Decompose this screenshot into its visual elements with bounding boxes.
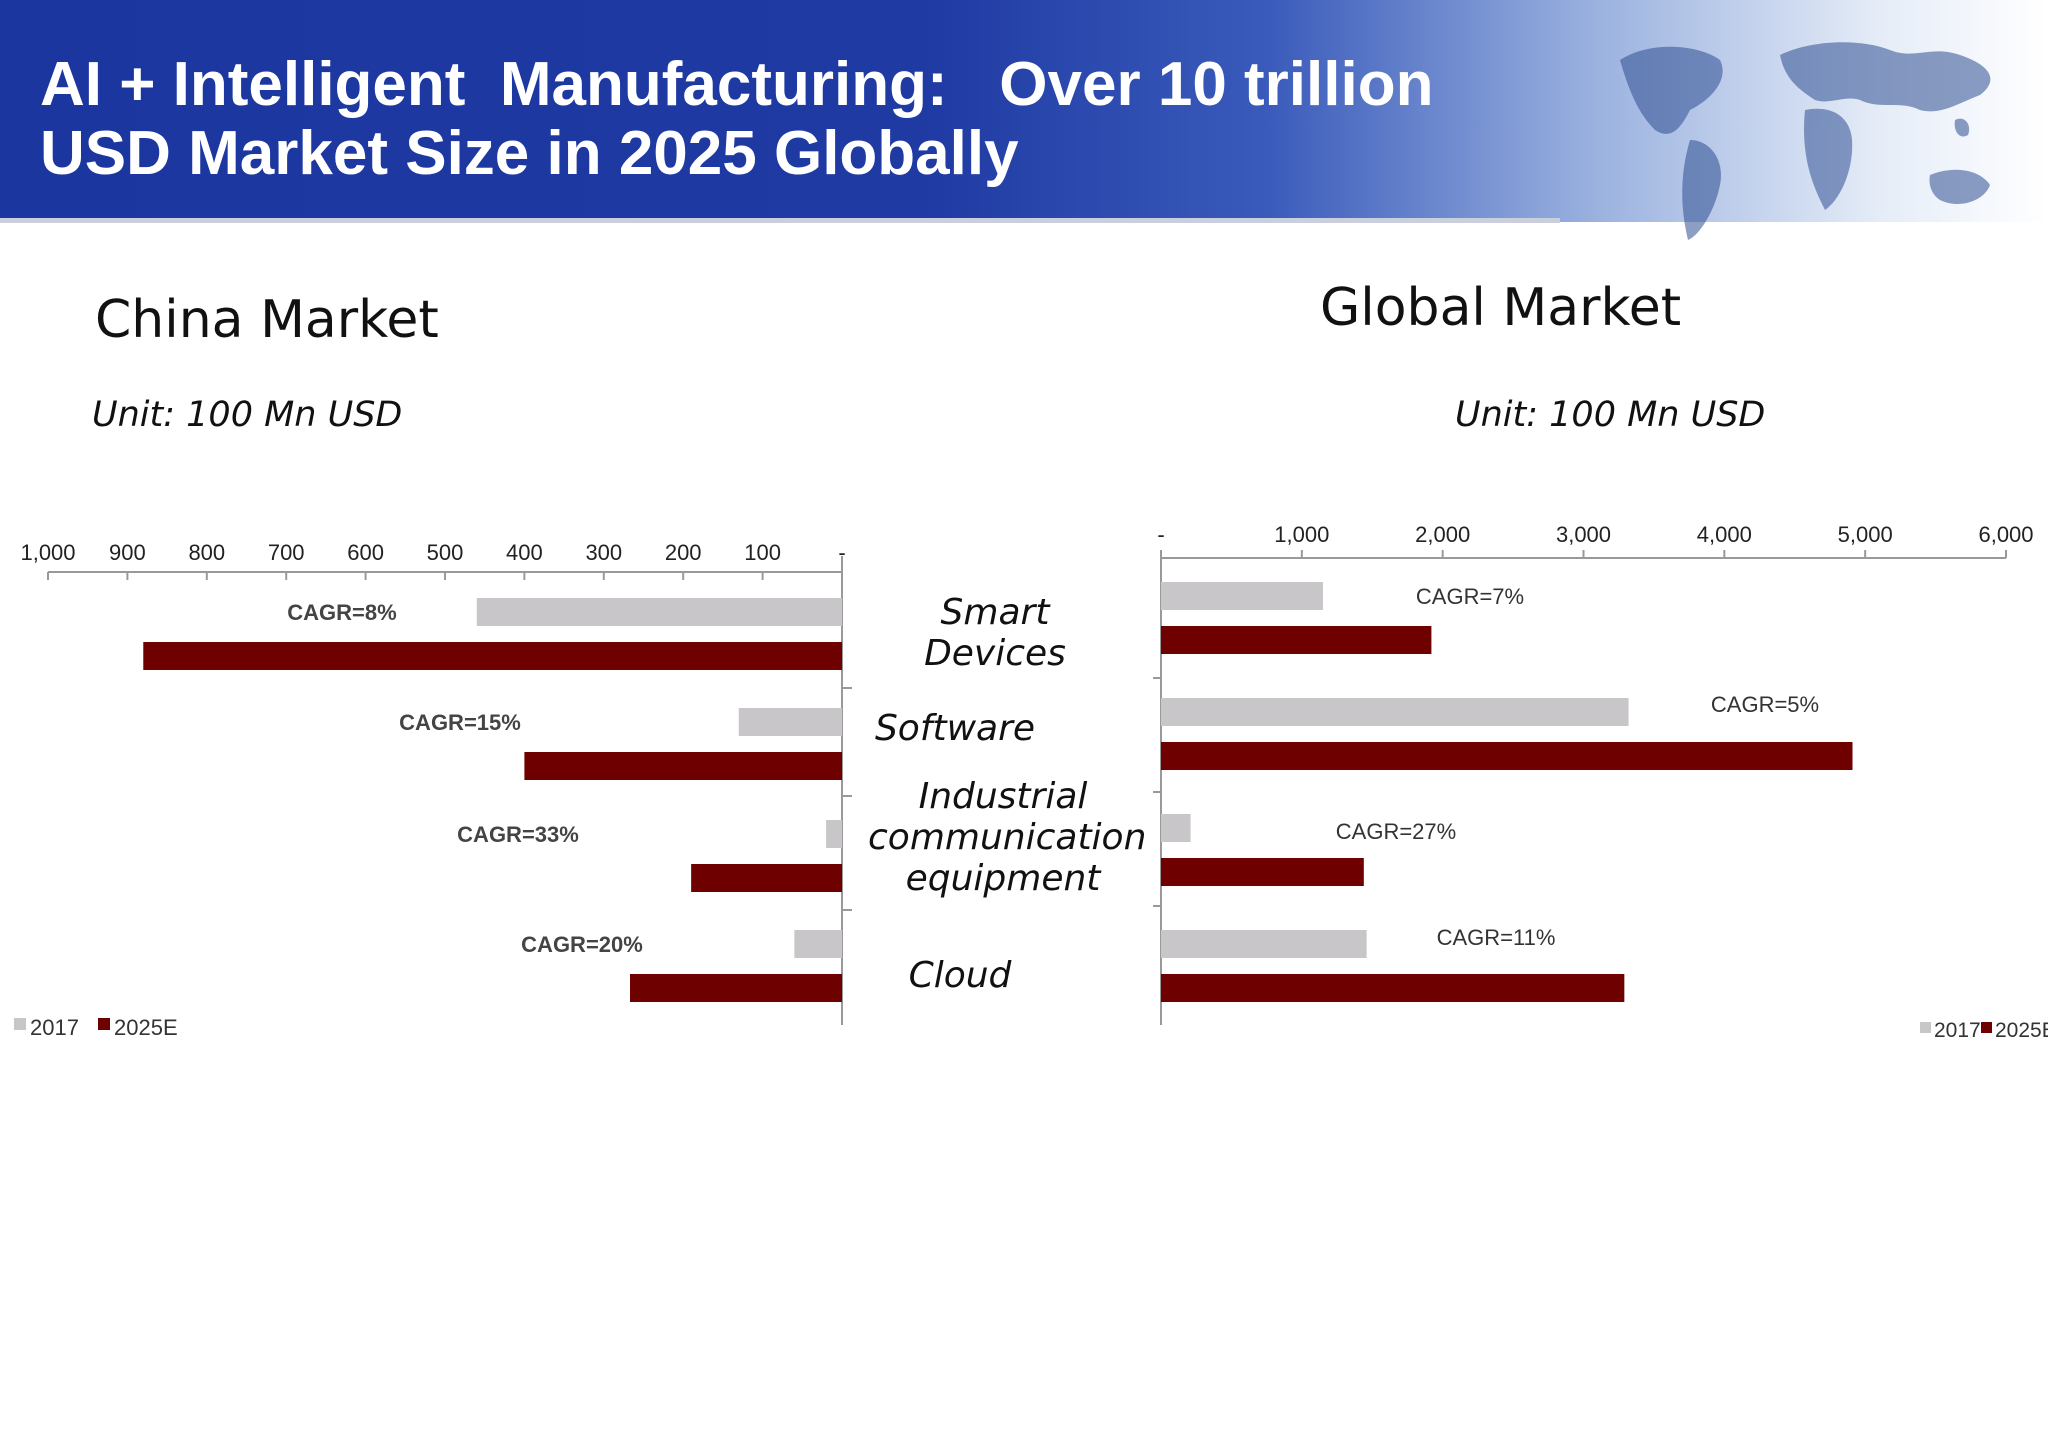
bar-2017 (826, 820, 842, 848)
cagr-label: CAGR=15% (399, 710, 521, 735)
cagr-label: CAGR=33% (457, 822, 579, 847)
bar-2017 (1161, 930, 1367, 958)
bar-2017 (1161, 814, 1191, 842)
category-label-line: Cloud (908, 955, 1012, 996)
legend-label-2017: 2017 (30, 1015, 79, 1040)
bar-2025e (143, 642, 842, 670)
x-tick-label: 900 (109, 540, 146, 565)
legend-swatch-2025e (1981, 1022, 1992, 1033)
banner-divider (0, 218, 1560, 223)
bar-2025e (630, 974, 842, 1002)
bar-2025e (524, 752, 842, 780)
x-tick-label: 1,000 (20, 540, 75, 565)
cagr-label: CAGR=8% (287, 600, 396, 625)
cagr-label: CAGR=27% (1336, 819, 1456, 844)
legend-label-2025e: 2025E (1995, 1019, 2048, 1042)
x-tick-label: 5,000 (1838, 522, 1893, 547)
cagr-label: CAGR=5% (1711, 692, 1819, 717)
cagr-label: CAGR=11% (1437, 925, 1556, 950)
bar-2025e (691, 864, 842, 892)
x-tick-label: 500 (427, 540, 464, 565)
x-tick-label: 1,000 (1274, 522, 1329, 547)
bar-2025e (1161, 858, 1364, 886)
legend-swatch-2017 (14, 1018, 26, 1030)
x-tick-label: - (838, 540, 845, 565)
category-label-line: equipment (905, 858, 1101, 899)
bar-2017 (794, 930, 842, 958)
x-tick-label: - (1157, 522, 1164, 547)
category-label: Software (870, 708, 1040, 749)
x-tick-label: 200 (665, 540, 702, 565)
legend-label-2017: 2017 (1934, 1019, 1981, 1042)
world-map-icon (1620, 42, 1991, 240)
x-tick-label: 400 (506, 540, 543, 565)
legend-label-2025e: 2025E (114, 1015, 178, 1040)
x-tick-label: 300 (585, 540, 622, 565)
category-label-line: communication (868, 817, 1147, 858)
x-tick-label: 2,000 (1415, 522, 1470, 547)
x-tick-label: 800 (188, 540, 225, 565)
legend-swatch-2025e (98, 1018, 110, 1030)
category-label: Cloud (870, 955, 1050, 996)
x-tick-label: 4,000 (1697, 522, 1752, 547)
category-label: Industrial communication equipment (868, 776, 1147, 899)
category-label-line: Industrial (918, 776, 1088, 817)
x-tick-label: 6,000 (1978, 522, 2033, 547)
bar-2025e (1161, 974, 1625, 1002)
bar-2017 (738, 708, 842, 736)
china-market-heading: China Market (95, 290, 439, 350)
x-tick-label: 600 (347, 540, 384, 565)
bar-2025e (1161, 742, 1853, 770)
bar-2017 (1161, 582, 1323, 610)
category-label-line: Smart Devices (924, 592, 1066, 674)
bar-2017 (1161, 698, 1629, 726)
bar-2025e (1161, 626, 1432, 654)
slide-title-line-2: USD Market Size in 2025 Globally (40, 119, 1019, 188)
bar-2017 (476, 598, 842, 626)
global-market-heading: Global Market (1320, 278, 1682, 338)
x-tick-label: 700 (268, 540, 305, 565)
x-tick-label: 100 (744, 540, 781, 565)
category-label: Smart Devices (870, 592, 1120, 674)
cagr-label: CAGR=7% (1416, 584, 1524, 609)
x-tick-label: 3,000 (1556, 522, 1611, 547)
cagr-label: CAGR=20% (521, 932, 643, 957)
slide-title: AI + Intelligent Manufacturing: Over 10 … (40, 50, 1433, 188)
china-unit-label: Unit: 100 Mn USD (92, 395, 403, 435)
legend-swatch-2017 (1920, 1022, 1931, 1033)
slide-title-line-1: AI + Intelligent Manufacturing: Over 10 … (40, 50, 1434, 119)
category-label-line: Software (874, 708, 1036, 749)
global-unit-label: Unit: 100 Mn USD (1455, 395, 1766, 435)
